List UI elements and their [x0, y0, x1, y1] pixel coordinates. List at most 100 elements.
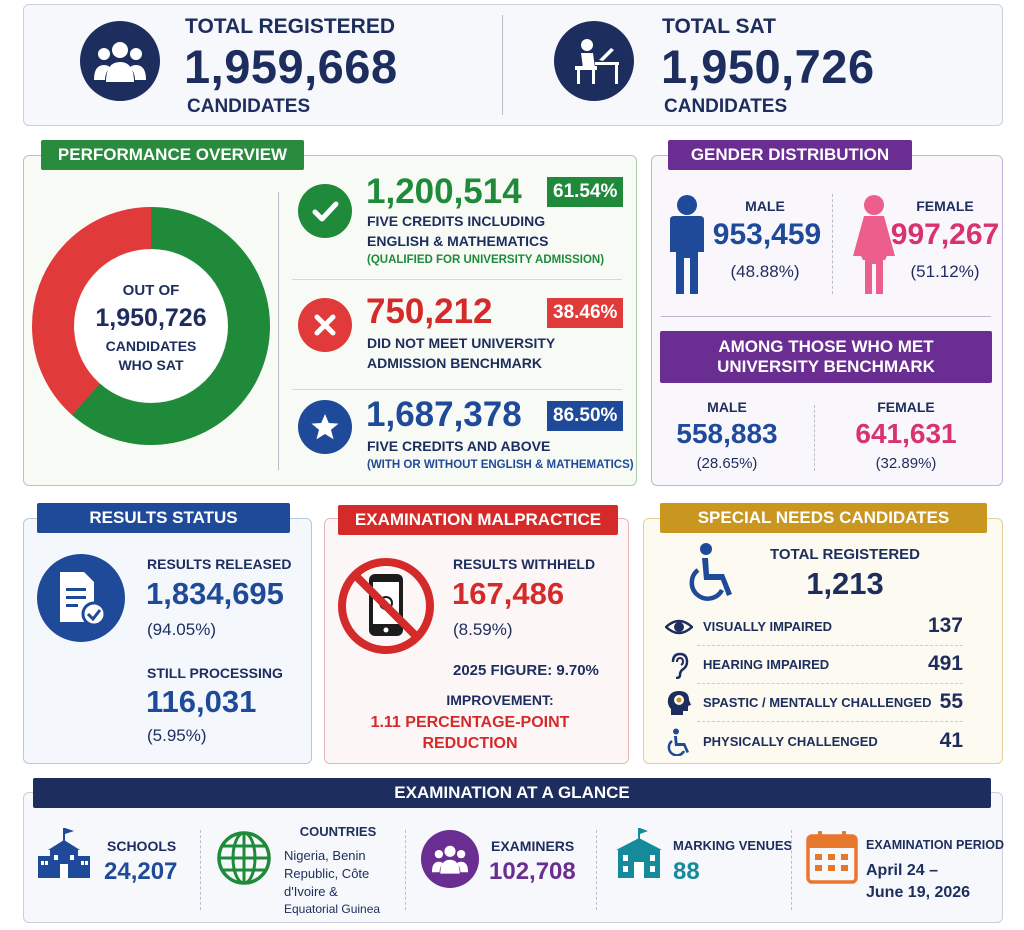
special-row-spastic: SPASTIC / MENTALLY CHALLENGED 55	[663, 685, 963, 721]
benchmark-banner: AMONG THOSE WHO MET UNIVERSITY BENCHMARK	[660, 331, 992, 383]
special-row-label: HEARING IMPAIRED	[703, 657, 830, 672]
examiners-label: EXAMINERS	[491, 838, 575, 854]
special-title: SPECIAL NEEDS CANDIDATES	[660, 503, 987, 533]
credits-above-line1: FIVE CREDITS AND ABOVE	[367, 438, 551, 454]
total-sat-value: 1,950,726	[661, 40, 875, 93]
bm-female-label: FEMALE	[877, 399, 935, 415]
examiners-value: 102,708	[489, 858, 576, 885]
processing-value: 116,031	[146, 684, 257, 719]
performance-divider	[278, 192, 279, 470]
performance-title: PERFORMANCE OVERVIEW	[41, 140, 304, 170]
glance-divider-2	[405, 830, 406, 910]
wheelchair-large-icon	[689, 543, 732, 601]
glance-divider-1	[200, 830, 201, 910]
male-figure-icon	[670, 195, 704, 294]
results-title: RESULTS STATUS	[37, 503, 290, 533]
document-check-icon	[37, 554, 125, 642]
period-line1: April 24 –	[866, 862, 939, 879]
released-pct: (94.05%)	[147, 620, 216, 639]
bm-female-pct: (32.89%)	[875, 455, 937, 472]
donut-line2: CANDIDATES	[105, 338, 197, 354]
check-icon	[298, 184, 352, 238]
schools-value: 24,207	[104, 858, 178, 885]
countries-line1: Nigeria, Benin	[284, 848, 366, 863]
bm-divider	[814, 405, 815, 471]
credits-english-math-value: 1,200,514	[366, 172, 522, 211]
special-separator	[697, 645, 963, 646]
ear-icon	[671, 652, 689, 679]
x-icon	[298, 298, 352, 352]
performance-separator-2	[292, 389, 622, 390]
not-met-pct: 38.46%	[547, 298, 624, 328]
glance-divider-3	[596, 830, 597, 910]
total-sat-label: TOTAL SAT	[662, 15, 776, 38]
withheld-label: RESULTS WITHHELD	[453, 556, 596, 572]
male-label: MALE	[745, 198, 785, 214]
processing-pct: (5.95%)	[147, 726, 207, 745]
improvement-label: IMPROVEMENT:	[446, 692, 554, 708]
improvement-line1: 1.11 PERCENTAGE-POINT	[370, 714, 570, 731]
calendar-icon	[806, 831, 858, 884]
special-row-physical: PHYSICALLY CHALLENGED 41	[663, 724, 963, 760]
student-desk-icon	[554, 21, 634, 101]
countries-label: COUNTRIES	[299, 824, 377, 839]
male-value: 953,459	[712, 218, 822, 251]
malpractice-title: EXAMINATION MALPRACTICE	[338, 505, 618, 535]
total-registered-unit: CANDIDATES	[187, 96, 311, 117]
male-pct: (48.88%)	[730, 262, 800, 281]
female-pct: (51.12%)	[910, 262, 980, 281]
credits-english-math-line2: ENGLISH & MATHEMATICS	[367, 233, 549, 249]
totals-card: TOTAL REGISTERED 1,959,668 CANDIDATES TO…	[23, 4, 1003, 126]
bm-male-label: MALE	[707, 399, 747, 415]
bm-male-pct: (28.65%)	[696, 455, 758, 472]
female-label: FEMALE	[916, 198, 974, 214]
special-row-visual: VISUALLY IMPAIRED 137	[663, 609, 963, 645]
total-registered-value: 1,959,668	[184, 40, 398, 93]
bm-male-value: 558,883	[676, 418, 778, 449]
glance-title: EXAMINATION AT A GLANCE	[33, 778, 991, 808]
bm-female-value: 641,631	[855, 418, 957, 449]
donut-value: 1,950,726	[95, 304, 207, 332]
venues-label: MARKING VENUES	[673, 838, 793, 853]
special-row-value: 55	[939, 690, 963, 713]
special-row-value: 41	[939, 729, 963, 752]
female-figure-icon	[853, 195, 895, 294]
special-separator	[697, 721, 963, 722]
venue-building-icon	[616, 828, 662, 878]
globe-icon	[217, 831, 271, 885]
examiners-group-icon	[421, 830, 479, 888]
period-line2: June 19, 2026	[866, 884, 971, 901]
malpractice-card	[324, 518, 629, 764]
released-label: RESULTS RELEASED	[147, 556, 292, 572]
head-brain-icon	[667, 691, 691, 715]
totals-divider	[502, 15, 503, 115]
no-phone-icon	[338, 558, 434, 654]
benchmark-title-1: AMONG THOSE WHO MET	[718, 337, 934, 356]
donut-line3: WHO SAT	[118, 357, 184, 373]
special-rows: VISUALLY IMPAIRED 137 HEARING IMPAIRED 4…	[653, 609, 973, 761]
credits-above-pct: 86.50%	[547, 401, 624, 431]
total-registered-label: TOTAL REGISTERED	[185, 15, 396, 38]
donut-line1: OUT OF	[122, 282, 180, 299]
credits-english-math-line1: FIVE CREDITS INCLUDING	[367, 213, 546, 229]
school-building-icon	[38, 828, 90, 878]
eye-icon	[665, 619, 693, 635]
performance-donut	[32, 207, 271, 445]
special-row-hearing: HEARING IMPAIRED 491	[663, 647, 963, 683]
countries-line4: Equatorial Guinea	[284, 902, 381, 916]
glance-divider-4	[791, 830, 792, 910]
star-icon	[298, 400, 352, 454]
female-value: 997,267	[890, 218, 1000, 251]
released-value: 1,834,695	[146, 576, 284, 611]
benchmark-title-2: UNIVERSITY BENCHMARK	[717, 357, 935, 376]
not-met-line2: ADMISSION BENCHMARK	[367, 355, 542, 371]
gender-title: GENDER DISTRIBUTION	[668, 140, 912, 170]
credits-english-math-pct: 61.54%	[547, 177, 624, 207]
total-sat-unit: CANDIDATES	[664, 96, 788, 117]
not-met-value: 750,212	[366, 292, 493, 331]
not-met-line1: DID NOT MEET UNIVERSITY	[367, 335, 556, 351]
special-total-label: TOTAL REGISTERED	[769, 546, 920, 563]
credits-above-note: (WITH OR WITHOUT ENGLISH & MATHEMATICS)	[367, 459, 634, 471]
special-row-value: 491	[927, 652, 963, 675]
wheelchair-icon	[667, 728, 689, 756]
